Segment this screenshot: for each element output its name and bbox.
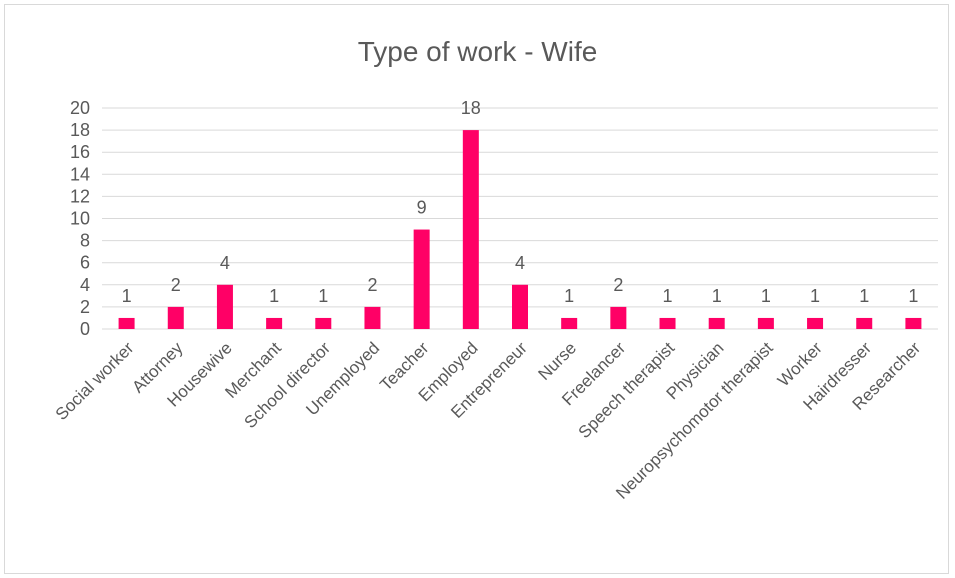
y-tick-label: 20 bbox=[70, 98, 90, 118]
bar bbox=[266, 317, 283, 329]
data-label: 18 bbox=[461, 98, 481, 118]
bar bbox=[659, 317, 676, 329]
y-tick-label: 12 bbox=[70, 186, 90, 206]
data-label: 1 bbox=[663, 286, 673, 306]
data-label: 9 bbox=[417, 198, 427, 218]
gridlines bbox=[102, 107, 938, 330]
data-labels: 1 2 4 1 1 2 9 18 4 1 2 1 1 1 1 1 1 bbox=[122, 98, 919, 306]
bar bbox=[315, 317, 332, 329]
bar bbox=[462, 130, 479, 329]
y-tick-label: 4 bbox=[80, 275, 90, 295]
data-label: 1 bbox=[859, 286, 869, 306]
x-tick-label: Nurse bbox=[534, 338, 580, 384]
y-tick-label: 8 bbox=[80, 231, 90, 251]
x-tick-label: Social worker bbox=[52, 338, 138, 424]
bar bbox=[512, 284, 528, 329]
y-tick-label: 10 bbox=[70, 209, 90, 229]
bars bbox=[118, 130, 922, 329]
bar bbox=[905, 317, 922, 329]
data-label: 1 bbox=[122, 286, 132, 306]
y-tick-label: 18 bbox=[70, 120, 90, 140]
data-label: 1 bbox=[318, 286, 328, 306]
data-label: 4 bbox=[220, 253, 230, 273]
x-axis: Social workerAttorneyHousewiveMerchantSc… bbox=[52, 338, 925, 503]
y-tick-label: 6 bbox=[80, 253, 90, 273]
bar bbox=[413, 229, 430, 329]
y-tick-label: 0 bbox=[80, 319, 90, 339]
data-label: 1 bbox=[564, 286, 574, 306]
bar bbox=[118, 317, 135, 329]
bar bbox=[364, 306, 381, 329]
data-label: 1 bbox=[269, 286, 279, 306]
y-tick-label: 2 bbox=[80, 297, 90, 317]
y-tick-label: 16 bbox=[70, 142, 90, 162]
data-label: 1 bbox=[712, 286, 722, 306]
bar bbox=[757, 317, 774, 329]
bar bbox=[610, 306, 627, 329]
bar bbox=[167, 306, 184, 329]
data-label: 2 bbox=[171, 275, 181, 295]
data-label: 1 bbox=[908, 286, 918, 306]
data-label: 2 bbox=[613, 275, 623, 295]
y-tick-label: 14 bbox=[70, 164, 90, 184]
x-tick-label: School director bbox=[241, 338, 335, 432]
bar bbox=[807, 317, 824, 329]
data-label: 1 bbox=[810, 286, 820, 306]
data-label: 2 bbox=[367, 275, 377, 295]
chart-title: Type of work - Wife bbox=[357, 36, 598, 67]
bar bbox=[856, 317, 873, 329]
bar bbox=[561, 317, 578, 329]
data-label: 4 bbox=[515, 253, 525, 273]
bar bbox=[216, 284, 233, 329]
bar bbox=[708, 317, 725, 329]
data-label: 1 bbox=[761, 286, 771, 306]
